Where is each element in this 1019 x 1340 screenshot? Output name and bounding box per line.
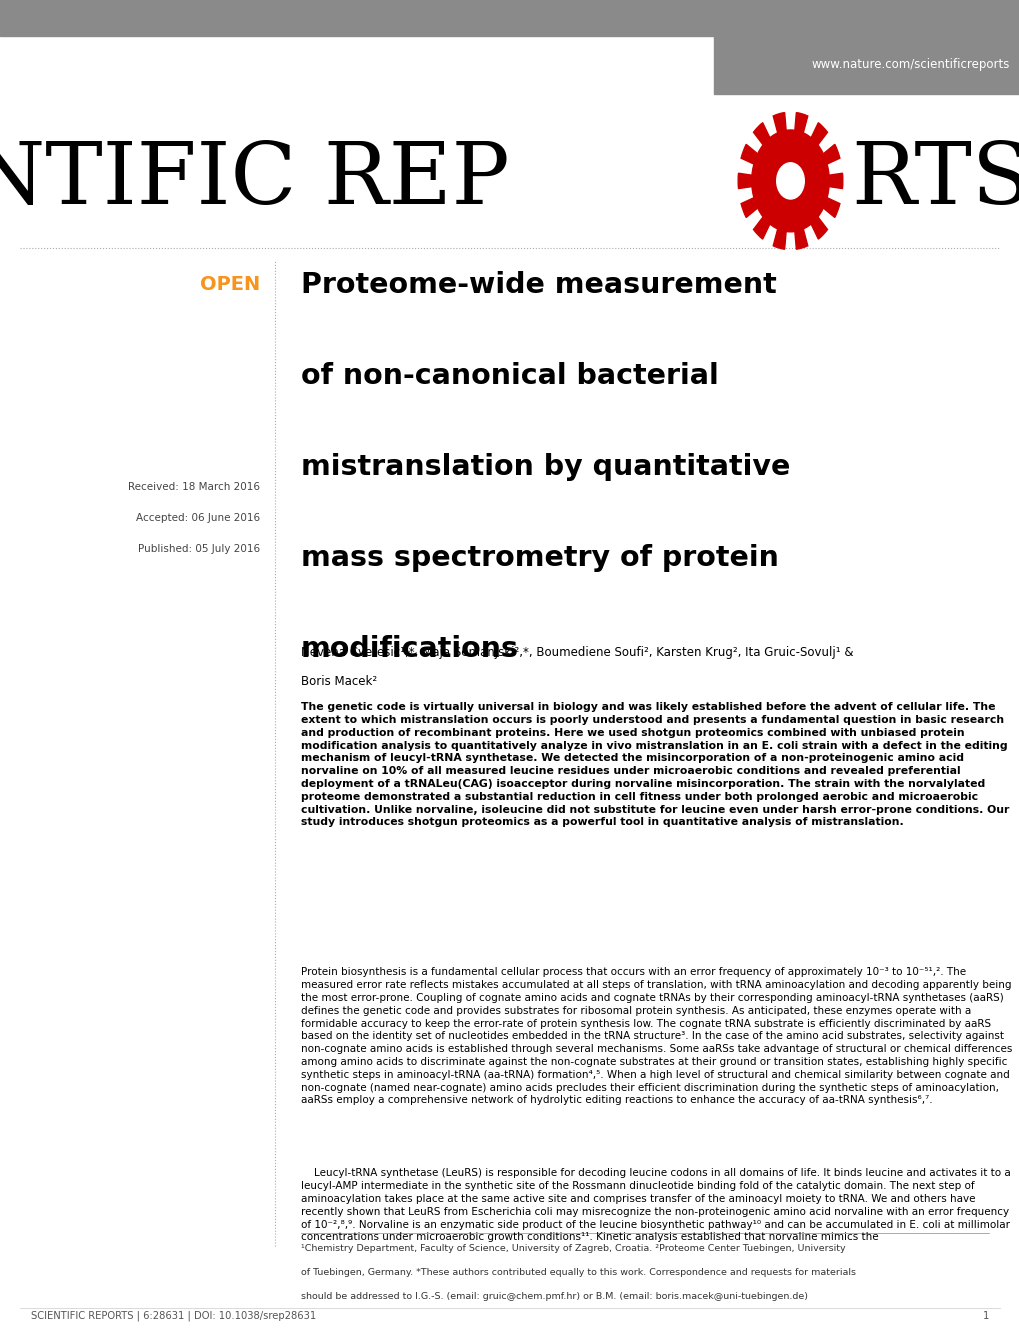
Circle shape (751, 130, 828, 232)
Wedge shape (753, 217, 769, 239)
Text: OPEN: OPEN (200, 275, 260, 293)
Text: Leucyl-tRNA synthetase (LeuRS) is responsible for decoding leucine codons in all: Leucyl-tRNA synthetase (LeuRS) is respon… (301, 1168, 1010, 1242)
Wedge shape (772, 229, 786, 249)
Wedge shape (741, 198, 757, 217)
Text: Published: 05 July 2016: Published: 05 July 2016 (138, 544, 260, 553)
Wedge shape (772, 113, 786, 133)
Wedge shape (738, 173, 751, 189)
Circle shape (775, 162, 804, 200)
Wedge shape (794, 229, 807, 249)
Text: Received: 18 March 2016: Received: 18 March 2016 (128, 482, 260, 492)
Wedge shape (822, 198, 839, 217)
Wedge shape (810, 123, 826, 145)
Wedge shape (822, 145, 839, 163)
Text: Protein biosynthesis is a fundamental cellular process that occurs with an error: Protein biosynthesis is a fundamental ce… (301, 967, 1011, 1106)
Text: SCIENTIFIC REP: SCIENTIFIC REP (0, 139, 510, 222)
Wedge shape (741, 145, 757, 163)
Bar (713, 36, 1019, 94)
Text: of non-canonical bacterial: of non-canonical bacterial (301, 362, 718, 390)
Text: should be addressed to I.G.-S. (email: gruic@chem.pmf.hr) or B.M. (email: boris.: should be addressed to I.G.-S. (email: g… (301, 1292, 807, 1301)
Text: RTS: RTS (851, 139, 1019, 222)
Text: Accepted: 06 June 2016: Accepted: 06 June 2016 (136, 513, 260, 523)
Text: The genetic code is virtually universal in biology and was likely established be: The genetic code is virtually universal … (301, 702, 1008, 827)
Text: www.nature.com/scientificreports: www.nature.com/scientificreports (811, 59, 1009, 71)
Text: modifications: modifications (301, 635, 519, 663)
Text: Proteome-wide measurement: Proteome-wide measurement (301, 271, 775, 299)
Text: SCIENTIFIC REPORTS | 6:28631 | DOI: 10.1038/srep28631: SCIENTIFIC REPORTS | 6:28631 | DOI: 10.1… (31, 1311, 316, 1321)
Wedge shape (810, 217, 826, 239)
Wedge shape (794, 113, 807, 133)
Bar (0, 0, 1019, 36)
Text: 1: 1 (982, 1312, 988, 1321)
Wedge shape (753, 123, 769, 145)
Wedge shape (828, 173, 842, 189)
Text: Nevena Cvetesic¹,*, Maja Semanjski²,*, Boumediene Soufi², Karsten Krug², Ita Gru: Nevena Cvetesic¹,*, Maja Semanjski²,*, B… (301, 646, 853, 659)
Text: Boris Macek²: Boris Macek² (301, 675, 377, 689)
Text: mass spectrometry of protein: mass spectrometry of protein (301, 544, 779, 572)
Text: of Tuebingen, Germany. *These authors contributed equally to this work. Correspo: of Tuebingen, Germany. *These authors co… (301, 1268, 855, 1277)
Text: ¹Chemistry Department, Faculty of Science, University of Zagreb, Croatia. ²Prote: ¹Chemistry Department, Faculty of Scienc… (301, 1244, 845, 1253)
Text: mistranslation by quantitative: mistranslation by quantitative (301, 453, 790, 481)
